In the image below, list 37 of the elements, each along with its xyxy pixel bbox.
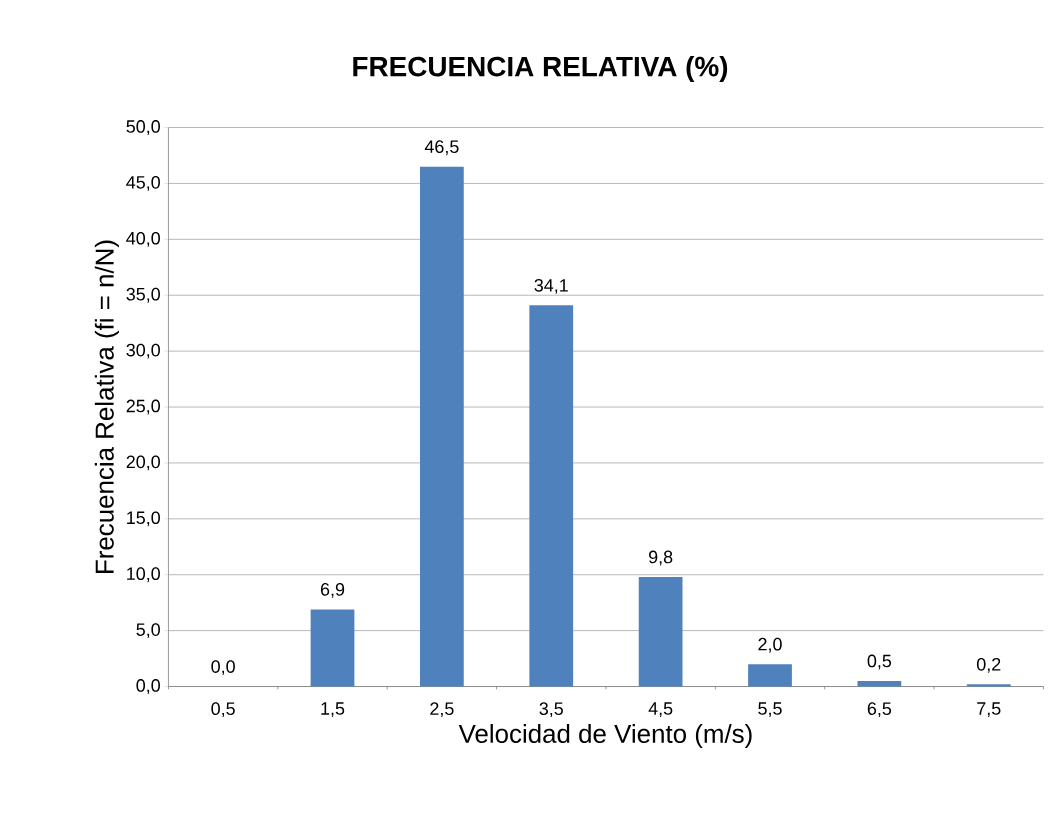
data-label: 9,8: [649, 550, 673, 566]
y-tick-label: 25,0: [126, 399, 160, 415]
bar: [966, 684, 1011, 687]
bar: [857, 680, 902, 687]
x-tick-label: 7,5: [977, 702, 1001, 717]
bar: [638, 576, 683, 687]
y-tick-label: 5,0: [136, 623, 160, 639]
data-label: 46,5: [424, 140, 459, 156]
x-tick-label: 0,5: [211, 702, 235, 718]
x-tick-label: 4,5: [648, 702, 673, 717]
data-label: 6,9: [320, 583, 345, 598]
data-label: 0,5: [867, 654, 892, 670]
x-tick-label: 2,5: [430, 702, 454, 718]
data-label: 0,0: [211, 660, 235, 676]
y-tick-label: 20,0: [126, 455, 160, 471]
y-tick-label: 40,0: [126, 231, 160, 247]
bar: [529, 305, 574, 687]
y-tick-label: 50,0: [126, 120, 160, 135]
y-tick-label: 10,0: [127, 567, 160, 583]
bar: [748, 664, 792, 687]
y-tick-label: 0,0: [136, 679, 160, 694]
y-axis-title: Frecuencia Relativa (fi = n/N): [94, 240, 119, 573]
x-tick-label: 1,5: [321, 702, 345, 717]
x-tick-label: 6,5: [867, 702, 892, 718]
y-tick-label: 30,0: [126, 343, 160, 359]
y-tick-label: 45,0: [126, 176, 160, 191]
y-tick-label: 35,0: [126, 287, 160, 303]
y-tick-label: 15,0: [127, 511, 160, 527]
chart-title: FRECUENCIA RELATIVA (%): [353, 56, 728, 82]
bar: [310, 609, 355, 687]
data-label: 0,2: [976, 657, 1001, 673]
bar: [420, 166, 464, 687]
x-tick-label: 3,5: [539, 702, 563, 718]
x-tick-label: 5,5: [758, 702, 782, 717]
data-label: 2,0: [758, 637, 782, 653]
data-label: 34,1: [534, 278, 568, 294]
x-axis-title: Velocidad de Viento (m/s): [458, 723, 752, 749]
